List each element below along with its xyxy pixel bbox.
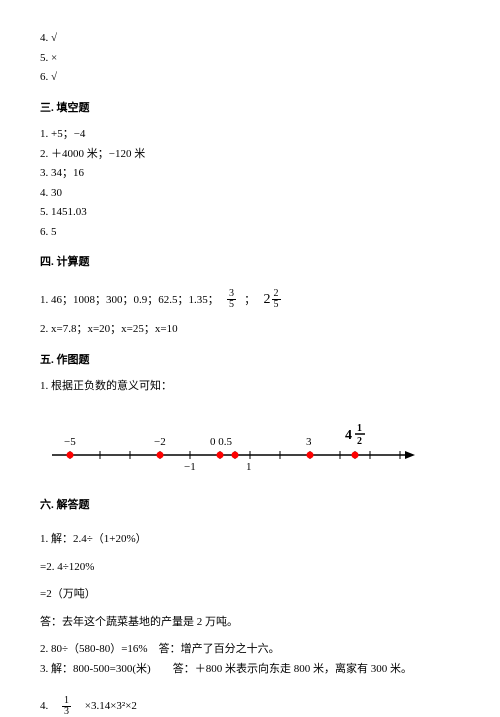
s6-q1-ans: 答：去年这个蔬菜基地的产量是 2 万吨。 bbox=[40, 614, 460, 631]
mixed-2-2-5: 2 2 5 bbox=[264, 289, 281, 310]
svg-text:1: 1 bbox=[246, 461, 252, 473]
s5-a1: 1. 根据正负数的意义可知： bbox=[40, 378, 460, 395]
s3-a4: 4. 30 bbox=[40, 185, 460, 202]
s3-a5: 5. 1451.03 bbox=[40, 204, 460, 221]
section-3-title: 三. 填空题 bbox=[40, 100, 460, 117]
s6-q4: 4. 1 3 ×3.14×3²×2 bbox=[40, 696, 460, 717]
s3-a1: 1. +5；−4 bbox=[40, 126, 460, 143]
fraction-3-5: 3 5 bbox=[227, 289, 236, 310]
ans-5: 5. × bbox=[40, 50, 460, 67]
fraction-1-3: 1 3 bbox=[62, 696, 71, 717]
section-5-title: 五. 作图题 bbox=[40, 352, 460, 369]
s6-q1-l3: =2（万吨） bbox=[40, 586, 460, 603]
svg-text:−5: −5 bbox=[64, 436, 76, 448]
number-line-figure: −5−20 0.53−11412 bbox=[40, 413, 460, 483]
number-line-svg: −5−20 0.53−11412 bbox=[40, 413, 460, 483]
s6-q4-prefix: 4. bbox=[40, 701, 59, 713]
s6-q4-suffix: ×3.14×3²×2 bbox=[74, 701, 137, 713]
svg-text:2: 2 bbox=[357, 436, 362, 447]
s6-q2: 2. 80÷（580-80）=16% 答：增产了百分之十六。 bbox=[40, 641, 460, 658]
section-4-title: 四. 计算题 bbox=[40, 254, 460, 271]
svg-text:1: 1 bbox=[357, 423, 362, 434]
s4-a1: 1. 46；1008；300；0.9；62.5；1.35； 3 5 ； 2 2 … bbox=[40, 289, 460, 311]
section-6-title: 六. 解答题 bbox=[40, 497, 460, 514]
s3-a2: 2. ＋4000 米；−120 米 bbox=[40, 146, 460, 163]
s6-q3: 3. 解：800-500=300(米) 答：＋800 米表示向东走 800 米，… bbox=[40, 661, 460, 678]
s6-q1-l2: =2. 4÷120% bbox=[40, 559, 460, 576]
svg-text:4: 4 bbox=[345, 428, 352, 443]
ans-4: 4. √ bbox=[40, 30, 460, 47]
svg-text:−1: −1 bbox=[184, 461, 196, 473]
svg-text:0 0.5: 0 0.5 bbox=[210, 436, 233, 448]
s3-a3: 3. 34；16 bbox=[40, 165, 460, 182]
svg-text:3: 3 bbox=[306, 436, 312, 448]
s6-q1-l1: 1. 解：2.4÷（1+20%） bbox=[40, 531, 460, 548]
svg-text:−2: −2 bbox=[154, 436, 166, 448]
ans-6: 6. √ bbox=[40, 69, 460, 86]
s4-a2: 2. x=7.8；x=20；x=25；x=10 bbox=[40, 321, 460, 338]
s4-a1-prefix: 1. 46；1008；300；0.9；62.5；1.35； bbox=[40, 294, 219, 306]
sep: ； bbox=[244, 294, 255, 306]
s3-a6: 6. 5 bbox=[40, 224, 460, 241]
